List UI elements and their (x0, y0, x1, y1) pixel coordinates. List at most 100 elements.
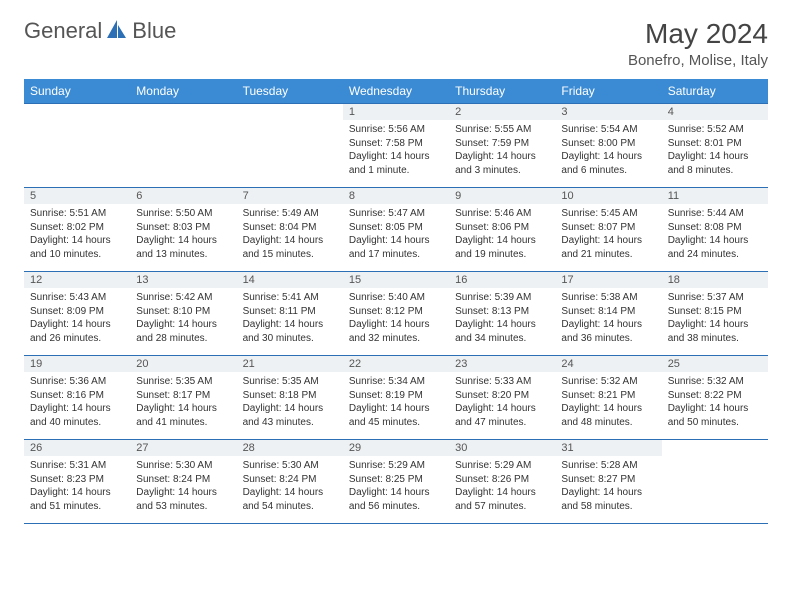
sunrise-text: Sunrise: 5:41 AM (243, 291, 337, 305)
sunrise-text: Sunrise: 5:30 AM (243, 459, 337, 473)
calendar-day-cell (237, 104, 343, 188)
day-details: Sunrise: 5:32 AMSunset: 8:22 PMDaylight:… (662, 372, 768, 432)
daylight-text: Daylight: 14 hours and 19 minutes. (455, 234, 549, 261)
daylight-text: Daylight: 14 hours and 58 minutes. (561, 486, 655, 513)
day-number: 3 (555, 104, 661, 120)
sunrise-text: Sunrise: 5:54 AM (561, 123, 655, 137)
day-details: Sunrise: 5:45 AMSunset: 8:07 PMDaylight:… (555, 204, 661, 264)
sunrise-text: Sunrise: 5:34 AM (349, 375, 443, 389)
sunrise-text: Sunrise: 5:40 AM (349, 291, 443, 305)
weekday-header: Sunday (24, 79, 130, 104)
day-details: Sunrise: 5:40 AMSunset: 8:12 PMDaylight:… (343, 288, 449, 348)
daylight-text: Daylight: 14 hours and 8 minutes. (668, 150, 762, 177)
sunset-text: Sunset: 7:58 PM (349, 137, 443, 151)
sunrise-text: Sunrise: 5:36 AM (30, 375, 124, 389)
daylight-text: Daylight: 14 hours and 17 minutes. (349, 234, 443, 261)
calendar-day-cell (24, 104, 130, 188)
sunset-text: Sunset: 8:01 PM (668, 137, 762, 151)
day-details: Sunrise: 5:56 AMSunset: 7:58 PMDaylight:… (343, 120, 449, 180)
calendar-day-cell: 23Sunrise: 5:33 AMSunset: 8:20 PMDayligh… (449, 356, 555, 440)
day-details: Sunrise: 5:37 AMSunset: 8:15 PMDaylight:… (662, 288, 768, 348)
day-number: 9 (449, 188, 555, 204)
calendar-day-cell: 29Sunrise: 5:29 AMSunset: 8:25 PMDayligh… (343, 440, 449, 524)
daylight-text: Daylight: 14 hours and 26 minutes. (30, 318, 124, 345)
sunrise-text: Sunrise: 5:39 AM (455, 291, 549, 305)
month-title: May 2024 (628, 18, 768, 50)
calendar-day-cell: 3Sunrise: 5:54 AMSunset: 8:00 PMDaylight… (555, 104, 661, 188)
sunset-text: Sunset: 7:59 PM (455, 137, 549, 151)
sunset-text: Sunset: 8:14 PM (561, 305, 655, 319)
day-number: 24 (555, 356, 661, 372)
calendar-day-cell: 7Sunrise: 5:49 AMSunset: 8:04 PMDaylight… (237, 188, 343, 272)
sunset-text: Sunset: 8:15 PM (668, 305, 762, 319)
sunrise-text: Sunrise: 5:52 AM (668, 123, 762, 137)
day-details: Sunrise: 5:34 AMSunset: 8:19 PMDaylight:… (343, 372, 449, 432)
sunset-text: Sunset: 8:19 PM (349, 389, 443, 403)
daylight-text: Daylight: 14 hours and 1 minute. (349, 150, 443, 177)
day-details: Sunrise: 5:55 AMSunset: 7:59 PMDaylight:… (449, 120, 555, 180)
day-number: 21 (237, 356, 343, 372)
daylight-text: Daylight: 14 hours and 3 minutes. (455, 150, 549, 177)
sunrise-text: Sunrise: 5:32 AM (561, 375, 655, 389)
day-details: Sunrise: 5:46 AMSunset: 8:06 PMDaylight:… (449, 204, 555, 264)
day-number: 27 (130, 440, 236, 456)
daylight-text: Daylight: 14 hours and 43 minutes. (243, 402, 337, 429)
daylight-text: Daylight: 14 hours and 51 minutes. (30, 486, 124, 513)
day-number: 29 (343, 440, 449, 456)
calendar-day-cell: 24Sunrise: 5:32 AMSunset: 8:21 PMDayligh… (555, 356, 661, 440)
day-details: Sunrise: 5:50 AMSunset: 8:03 PMDaylight:… (130, 204, 236, 264)
day-details: Sunrise: 5:51 AMSunset: 8:02 PMDaylight:… (24, 204, 130, 264)
day-number: 22 (343, 356, 449, 372)
day-details: Sunrise: 5:30 AMSunset: 8:24 PMDaylight:… (237, 456, 343, 516)
calendar-day-cell: 11Sunrise: 5:44 AMSunset: 8:08 PMDayligh… (662, 188, 768, 272)
day-number: 5 (24, 188, 130, 204)
daylight-text: Daylight: 14 hours and 50 minutes. (668, 402, 762, 429)
sunrise-text: Sunrise: 5:44 AM (668, 207, 762, 221)
weekday-header-row: SundayMondayTuesdayWednesdayThursdayFrid… (24, 79, 768, 104)
daylight-text: Daylight: 14 hours and 41 minutes. (136, 402, 230, 429)
calendar-day-cell: 20Sunrise: 5:35 AMSunset: 8:17 PMDayligh… (130, 356, 236, 440)
calendar-day-cell: 19Sunrise: 5:36 AMSunset: 8:16 PMDayligh… (24, 356, 130, 440)
sunset-text: Sunset: 8:11 PM (243, 305, 337, 319)
day-number: 20 (130, 356, 236, 372)
daylight-text: Daylight: 14 hours and 47 minutes. (455, 402, 549, 429)
calendar-day-cell: 6Sunrise: 5:50 AMSunset: 8:03 PMDaylight… (130, 188, 236, 272)
calendar-day-cell: 13Sunrise: 5:42 AMSunset: 8:10 PMDayligh… (130, 272, 236, 356)
weekday-header: Tuesday (237, 79, 343, 104)
sunrise-text: Sunrise: 5:45 AM (561, 207, 655, 221)
day-number: 31 (555, 440, 661, 456)
calendar-day-cell: 1Sunrise: 5:56 AMSunset: 7:58 PMDaylight… (343, 104, 449, 188)
day-details: Sunrise: 5:29 AMSunset: 8:25 PMDaylight:… (343, 456, 449, 516)
weekday-header: Friday (555, 79, 661, 104)
weekday-header: Monday (130, 79, 236, 104)
sunset-text: Sunset: 8:24 PM (136, 473, 230, 487)
daylight-text: Daylight: 14 hours and 53 minutes. (136, 486, 230, 513)
sunset-text: Sunset: 8:24 PM (243, 473, 337, 487)
calendar-day-cell: 31Sunrise: 5:28 AMSunset: 8:27 PMDayligh… (555, 440, 661, 524)
day-details: Sunrise: 5:49 AMSunset: 8:04 PMDaylight:… (237, 204, 343, 264)
sunrise-text: Sunrise: 5:33 AM (455, 375, 549, 389)
calendar-week-row: 19Sunrise: 5:36 AMSunset: 8:16 PMDayligh… (24, 356, 768, 440)
day-number: 26 (24, 440, 130, 456)
sunrise-text: Sunrise: 5:30 AM (136, 459, 230, 473)
day-details: Sunrise: 5:30 AMSunset: 8:24 PMDaylight:… (130, 456, 236, 516)
daylight-text: Daylight: 14 hours and 15 minutes. (243, 234, 337, 261)
sunrise-text: Sunrise: 5:32 AM (668, 375, 762, 389)
calendar-day-cell: 26Sunrise: 5:31 AMSunset: 8:23 PMDayligh… (24, 440, 130, 524)
day-details: Sunrise: 5:43 AMSunset: 8:09 PMDaylight:… (24, 288, 130, 348)
sunrise-text: Sunrise: 5:31 AM (30, 459, 124, 473)
day-details: Sunrise: 5:39 AMSunset: 8:13 PMDaylight:… (449, 288, 555, 348)
calendar-day-cell: 28Sunrise: 5:30 AMSunset: 8:24 PMDayligh… (237, 440, 343, 524)
calendar-day-cell: 18Sunrise: 5:37 AMSunset: 8:15 PMDayligh… (662, 272, 768, 356)
sunrise-text: Sunrise: 5:35 AM (243, 375, 337, 389)
brand-logo: General Blue (24, 18, 176, 44)
sunset-text: Sunset: 8:00 PM (561, 137, 655, 151)
page-header: General Blue May 2024 Bonefro, Molise, I… (24, 18, 768, 69)
day-number: 28 (237, 440, 343, 456)
day-number: 11 (662, 188, 768, 204)
daylight-text: Daylight: 14 hours and 56 minutes. (349, 486, 443, 513)
day-details: Sunrise: 5:36 AMSunset: 8:16 PMDaylight:… (24, 372, 130, 432)
daylight-text: Daylight: 14 hours and 57 minutes. (455, 486, 549, 513)
day-number: 17 (555, 272, 661, 288)
day-details: Sunrise: 5:33 AMSunset: 8:20 PMDaylight:… (449, 372, 555, 432)
